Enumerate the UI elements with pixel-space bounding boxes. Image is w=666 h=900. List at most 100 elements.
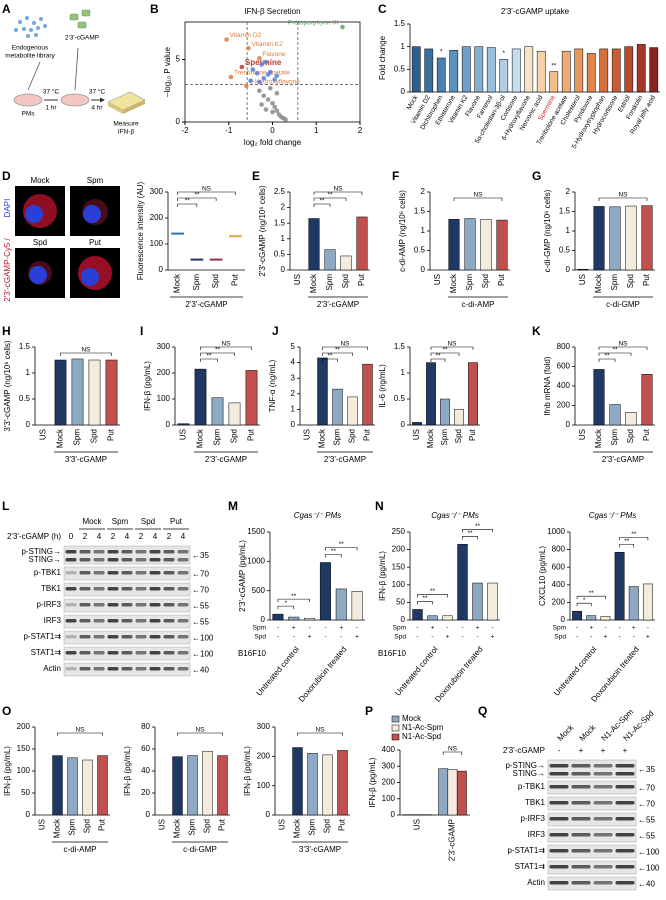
blot-band <box>571 833 591 837</box>
significance-bracket <box>177 732 223 736</box>
bar <box>549 71 559 93</box>
significance-bracket <box>442 751 463 755</box>
legend-swatch <box>391 724 400 732</box>
blot-band <box>163 651 175 655</box>
x-tick-label: 0 <box>270 126 275 135</box>
y-tick-label: 100 <box>257 781 271 790</box>
blot-band <box>79 558 91 562</box>
panel-letter: P <box>365 704 373 718</box>
blot-band <box>93 587 105 591</box>
y-tick-label: 400 <box>557 381 571 390</box>
significance-label: ** <box>604 353 610 360</box>
blot-band <box>593 764 613 768</box>
point <box>274 90 280 96</box>
y-tick-label: 50 <box>21 788 30 797</box>
significance-label: ** <box>435 353 441 360</box>
bar <box>187 755 198 816</box>
blot-band <box>121 635 133 639</box>
x-tick-label: Spd <box>341 274 350 288</box>
bar <box>448 219 460 271</box>
y-tick-label: 150 <box>17 744 31 753</box>
blot-band <box>163 619 175 623</box>
significance-label: ** <box>327 192 333 199</box>
blot-marker: ←100 <box>638 848 660 857</box>
point <box>268 85 273 91</box>
blot-band <box>121 667 133 671</box>
row-mark: - <box>491 625 493 632</box>
y-tick-label: 0 <box>566 265 571 274</box>
significance-label: ** <box>185 198 191 205</box>
bar <box>177 423 190 426</box>
bar <box>574 48 584 93</box>
panel-letter: G <box>532 169 541 183</box>
blot-band <box>107 667 119 671</box>
blot-marker: ←55 <box>638 816 655 825</box>
bar <box>288 616 300 621</box>
panel-letter: I <box>140 324 143 338</box>
y-axis-label: 3'3'-cGAMP (ng/10⁶ cells) <box>3 340 12 431</box>
lane-label: Mock <box>578 722 599 743</box>
panel-a-art <box>13 9 146 114</box>
blot-band <box>549 764 569 768</box>
lane-time: 2 <box>167 532 172 541</box>
blot-marker: ←70 <box>638 800 655 809</box>
micrographs <box>15 186 120 298</box>
treatment-label: 2'3'-cGAMP <box>503 746 545 755</box>
row-mark: - <box>446 625 448 632</box>
blot-band <box>135 558 147 562</box>
bar <box>337 750 348 816</box>
blot-band <box>121 587 133 591</box>
bar <box>457 544 468 621</box>
panel-letter: N <box>375 499 384 513</box>
significance-label: ** <box>206 353 212 360</box>
blot-band <box>79 587 91 591</box>
group-label: 2'3'-cGAMP <box>205 455 247 464</box>
bar <box>436 57 446 93</box>
blot-row-label: p-IRF3 <box>521 814 546 823</box>
blot-band <box>615 801 635 805</box>
significance-label: ** <box>327 353 333 360</box>
y-tick-label: 1.5 <box>19 342 31 351</box>
x-tick-label: Put <box>247 428 256 441</box>
significance-bracket <box>177 191 236 195</box>
blot-band <box>93 571 105 575</box>
x-tick-label: Mock <box>449 273 458 293</box>
point <box>268 69 273 75</box>
point <box>263 59 269 65</box>
significance-label: ** <box>624 538 630 545</box>
significance-label: ** <box>331 548 337 555</box>
blot-row-label: STING→ <box>29 555 61 564</box>
blot-band <box>135 619 147 623</box>
significance-bracket <box>313 191 363 195</box>
significance-label: NS <box>618 341 628 348</box>
image-label: Mock <box>30 176 50 185</box>
significance-bracket <box>322 358 338 362</box>
row-mark: - <box>416 634 418 641</box>
significance-bracket <box>277 598 310 603</box>
y-tick-label: 0 <box>561 615 566 624</box>
bar <box>611 48 621 93</box>
bar <box>324 249 336 271</box>
step-time: 4 hr <box>91 105 103 112</box>
readout-label: Measure <box>113 121 139 128</box>
panel-letter: H <box>2 324 11 338</box>
blot-row-label: STAT1⇉ <box>515 862 546 871</box>
blot-row-label: p-STING→ <box>505 761 545 770</box>
y-tick-label: 0.5 <box>394 64 406 73</box>
blot-band <box>135 603 147 607</box>
blot-band <box>93 651 105 655</box>
bar <box>486 47 496 93</box>
blot-band <box>549 865 569 869</box>
row-mark: - <box>618 625 620 632</box>
point <box>239 64 245 70</box>
x-tick-label: US <box>179 429 188 440</box>
y-tick-label: 3 <box>291 373 296 382</box>
blot-marker: ←40 <box>638 880 655 889</box>
blot-band <box>79 571 91 575</box>
y-tick-label: 1 <box>291 405 296 414</box>
blot-band <box>615 849 635 853</box>
readout-label: IFN-β <box>118 129 135 136</box>
blot-marker: ←55 <box>192 602 209 611</box>
blot-band <box>163 603 175 607</box>
significance-bracket <box>598 197 648 201</box>
